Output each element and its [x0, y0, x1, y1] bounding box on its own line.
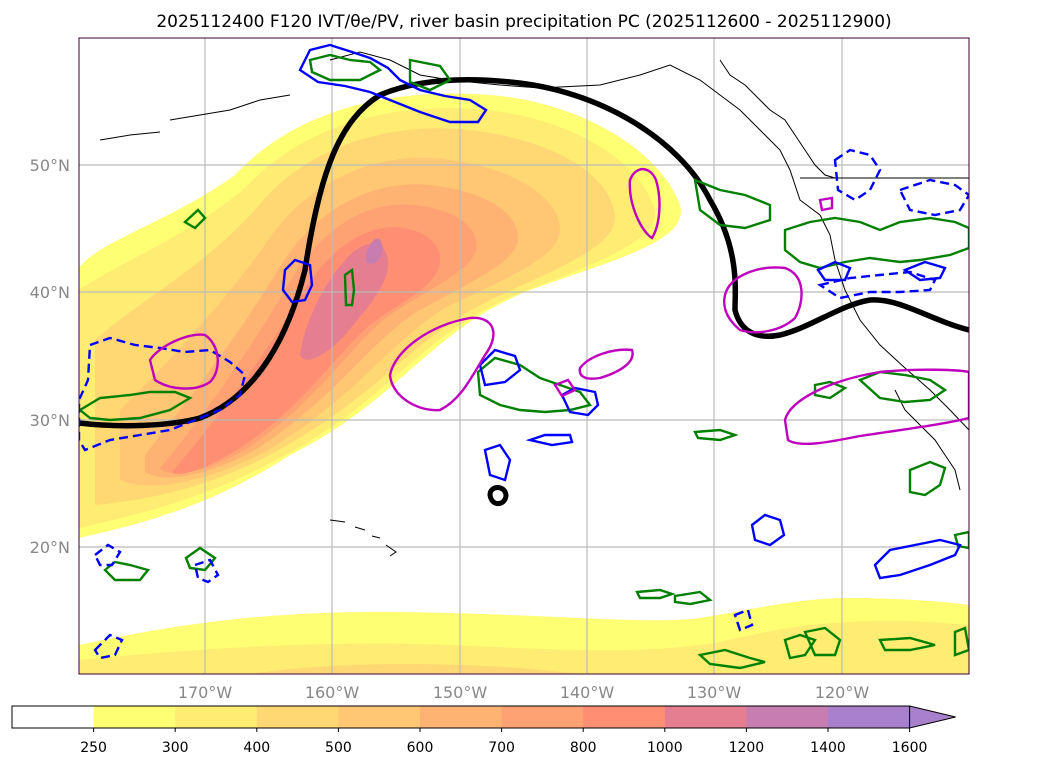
blue-contour — [525, 433, 574, 447]
lon-label: 170°W — [178, 683, 233, 702]
blue-contour — [902, 260, 947, 282]
map-area — [79, 38, 969, 674]
blue-dashed-contour — [193, 558, 220, 584]
magenta-contour — [628, 167, 661, 240]
ivt-shading — [79, 93, 969, 674]
green-contour — [803, 626, 842, 657]
map-frame — [78, 37, 970, 675]
colorbar-tick-label: 1400 — [810, 740, 846, 756]
colorbar-tick-label: 250 — [80, 740, 107, 756]
green-contour — [953, 530, 969, 550]
magenta-contour — [578, 348, 634, 380]
green-contour — [953, 626, 969, 657]
lon-label: 120°W — [815, 683, 870, 702]
green-contour — [673, 590, 713, 606]
colorbar-swatch — [12, 706, 95, 728]
blue-contour — [873, 538, 962, 580]
green-contour — [878, 636, 936, 652]
green-contour — [184, 546, 217, 572]
colorbar-extend-arrow — [909, 705, 956, 729]
blue-dashed-contour — [93, 543, 122, 567]
colorbar-swatch — [583, 706, 666, 728]
magenta-contour — [388, 316, 495, 412]
magenta-contour — [148, 333, 219, 390]
pv-contour — [79, 77, 969, 429]
colorbar-outline — [11, 705, 910, 729]
lat-label: 50°N — [30, 156, 70, 175]
blue-dashed-contour — [93, 633, 124, 660]
colorbar-swatch — [420, 706, 503, 728]
ivt-band-400-south — [250, 664, 600, 674]
blue-contour — [816, 260, 852, 282]
blue-contour — [281, 258, 314, 304]
colorbar-tick-label: 1000 — [647, 740, 683, 756]
green-contour — [693, 428, 739, 442]
latitude-labels: 50°N 40°N 30°N 20°N — [30, 156, 70, 557]
colorbar: 250 300 400 500 600 700 800 1000 1200 1400 1600 — [11, 705, 956, 756]
colorbar-swatch — [501, 706, 584, 728]
lon-label: 140°W — [560, 683, 615, 702]
green-contour — [813, 380, 848, 400]
blue-contour — [483, 443, 512, 482]
colorbar-tick-label: 400 — [243, 740, 270, 756]
magenta-contour — [783, 368, 969, 446]
ivt-band-1000 — [300, 243, 389, 360]
green-contour — [635, 588, 676, 600]
colorbar-swatch — [828, 706, 911, 728]
ivt-band-1200 — [366, 238, 383, 264]
colorbar-tick-label: 700 — [488, 740, 515, 756]
magenta-contour — [553, 378, 577, 398]
blue-contour — [478, 348, 522, 387]
green-contour — [476, 356, 593, 414]
colorbar-swatch — [256, 706, 339, 728]
lat-label: 20°N — [30, 538, 70, 557]
baja-coast — [894, 389, 961, 491]
lon-label: 150°W — [433, 683, 488, 702]
colorbar-swatch — [175, 706, 258, 728]
colorbar-swatch — [338, 706, 421, 728]
green-contour — [697, 648, 766, 670]
blue-dashed-contour — [816, 270, 937, 300]
blue-dashed-contour — [833, 148, 882, 202]
colorbar-tick-label: 1600 — [892, 740, 928, 756]
lat-label: 30°N — [30, 411, 70, 430]
colorbar-tick-label: 500 — [325, 740, 352, 756]
green-contour — [783, 633, 817, 660]
blue-contour — [298, 43, 488, 124]
green-contour — [183, 208, 207, 230]
green-contour — [79, 390, 193, 422]
blue-dashed-contour — [733, 608, 754, 632]
colorbar-swatch — [93, 706, 176, 728]
colorbar-tick-label: 300 — [162, 740, 189, 756]
magenta-contour — [723, 266, 803, 334]
hawaii-islands — [329, 519, 397, 557]
blue-dashed-contour — [898, 178, 969, 217]
lon-label: 160°W — [305, 683, 360, 702]
colorbar-swatch — [746, 706, 829, 728]
chart-title: 2025112400 F120 IVT/θe/PV, river basin p… — [156, 12, 891, 32]
blue-dashed-contour — [79, 336, 247, 452]
lon-label: 130°W — [687, 683, 742, 702]
colorbar-tick-label: 600 — [407, 740, 434, 756]
colorbar-tick-label: 1200 — [729, 740, 765, 756]
green-contour — [857, 370, 948, 404]
lat-label: 40°N — [30, 283, 70, 302]
pv-contour-small — [487, 485, 509, 507]
panhandle-coast — [719, 59, 836, 179]
green-contour — [308, 53, 383, 82]
green-contour — [693, 178, 772, 230]
colorbar-tick-label: 800 — [570, 740, 597, 756]
green-contour — [103, 560, 151, 582]
green-contour — [343, 267, 356, 307]
longitude-labels: 170°W 160°W 150°W 140°W 130°W 120°W — [178, 683, 870, 702]
green-contour — [408, 58, 452, 92]
grid-lines — [79, 38, 969, 674]
ivt-band-300-south — [79, 620, 969, 674]
magenta-contour — [818, 196, 834, 212]
green-contour — [908, 460, 947, 497]
magenta-contours — [148, 167, 969, 446]
colorbar-swatch — [664, 706, 747, 728]
blue-contour — [750, 513, 786, 547]
